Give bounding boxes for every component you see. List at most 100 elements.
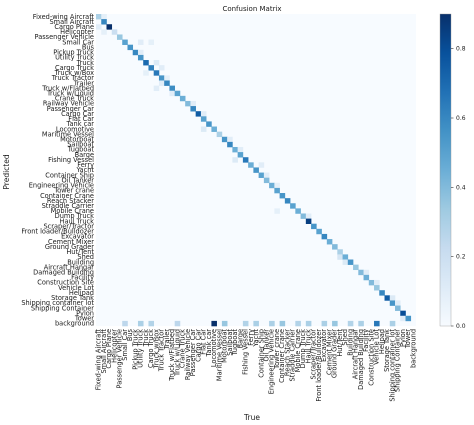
x-tick-label: Utility Truck [137,329,145,368]
heatmap-cell [232,146,238,153]
chart-title: Confusion Matrix [222,5,281,13]
heatmap-cell [227,141,233,148]
heatmap-cell [153,85,160,92]
x-tick-label: Bus [126,328,134,341]
heatmap-cell [368,279,375,286]
y-tick-label: Crane Truck [55,95,94,103]
x-tick-label: Crane Truck [179,329,187,368]
heatmap-cell [389,320,396,327]
y-tick-label: Storage Tank [51,294,94,302]
x-tick-label: Aircraft Hangar [352,329,360,380]
heatmap-cell [221,136,228,143]
x-tick-label: Ground Grader [331,329,339,378]
heatmap-cell [305,320,312,327]
heatmap-cell [227,136,233,143]
heatmap-cell [158,65,165,71]
y-tick-label: Railway Vehicle [43,100,94,108]
heatmap-cell [400,315,406,322]
y-tick-label: Shed [77,253,94,261]
y-tick-label: Haul Truck [60,217,95,225]
x-tick-label: Engineering Vehicle [268,329,276,394]
x-tick-label: Tank car [205,329,213,358]
x-tick-label: Dump Truck [299,329,307,369]
y-tick-label: Straddle Carrier [42,202,95,210]
y-tick-label: Locomotive [56,125,94,133]
heatmap-cell [232,157,238,163]
heatmap-cell [305,218,312,224]
heatmap-cell [248,162,254,168]
y-tick-label: Maritime Vessel [42,130,94,138]
x-tick-label: Scraper/Tractor [310,329,318,380]
heatmap-cell [148,65,155,71]
heatmap-cell [158,75,165,81]
heatmap-cell [347,320,354,327]
heatmap-cell [190,106,196,112]
y-tick-label: Building [67,258,94,266]
heatmap-cell [111,29,118,35]
y-tick-label: Fixed-wing Aircraft [33,13,95,21]
x-tick-label: Mobile Crane [294,329,302,372]
y-tick-label: Truck w/Flatbed [41,84,94,92]
x-tick-label: Motorboat [221,329,229,363]
y-tick-label: Dump Truck [55,212,95,220]
heatmap-cell [190,100,196,107]
x-tick-label: Truck w/Liquid [173,329,181,377]
colorbar-tick-label: 0.4 [456,184,466,191]
heatmap-cell [363,269,370,276]
x-tick-label: Shipping container lot [388,329,396,402]
heatmap-cell [295,208,301,214]
x-tick-label: Storage Tank [383,329,391,372]
heatmap-cell [358,320,364,327]
y-tick-label: Pylon [76,309,94,317]
x-tick-label: Helipad [378,329,386,354]
colorbar: 0.0 0.2 0.4 0.6 0.8 [439,13,466,330]
x-tick-label: Helicopter [110,329,118,363]
x-tick-label: Flat Car [200,329,208,355]
heatmap-cell [384,295,391,301]
heatmap-cell [405,315,412,322]
y-tick-label: Sailboat [67,141,94,149]
x-tick-label: Tower crane [273,329,281,370]
heatmap-cell [326,239,333,245]
heatmap-cell [211,126,217,132]
x-tick-label: Straddle Carrier [289,329,297,382]
x-tick-label: Container Crane [278,329,286,383]
heatmap-cell [305,213,312,219]
heatmap-cell [347,259,354,265]
y-tick-label: Motorboat [60,136,94,144]
heatmap-cell [363,274,370,281]
x-tick-label: Fishing Vessel [242,329,250,375]
x-tick-label: Vehicle Lot [373,329,381,365]
heatmap-cell [143,70,149,76]
heatmap-cell [148,320,155,327]
x-tick-label: Cargo Plane [105,329,113,369]
heatmap-cell [253,320,259,327]
y-tick-label: Container Crane [40,192,94,200]
heatmap-cell [164,80,170,86]
y-tick-label: Tower crane [53,187,94,195]
x-tick-label: Yacht [252,329,260,348]
y-tick-label: Hut/Tent [66,248,94,256]
x-tick-label: Passenger Vehicle [116,329,124,388]
heatmap-cell [137,49,144,56]
heatmap-cell [295,320,301,327]
x-tick-label: Facility [362,329,370,352]
y-tick-label: Yacht [75,166,94,174]
colorbar-gradient [439,13,452,327]
heatmap-cell [300,213,307,219]
heatmap-cell [337,249,343,255]
x-tick-label: background [409,329,417,368]
heatmap-cell [263,172,270,178]
colorbar-tick-label: 0.6 [456,115,466,122]
y-tick-label: Small Aircraft [50,18,95,26]
x-tick-label: Haul Truck [304,329,312,364]
x-tick-label: Shed [341,329,349,346]
x-tick-label: Tugboat [231,329,239,357]
heatmap-cell [200,111,207,117]
heatmap-cell [279,320,286,327]
y-tick-label: Truck Tractor [51,74,95,82]
x-tick-label: Fixed-wing Aircraft [95,329,103,391]
heatmap-cell [269,182,275,189]
